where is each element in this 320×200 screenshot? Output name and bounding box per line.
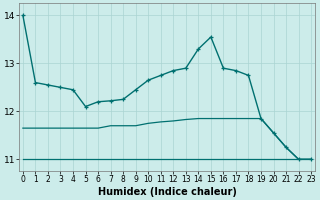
X-axis label: Humidex (Indice chaleur): Humidex (Indice chaleur) xyxy=(98,187,236,197)
